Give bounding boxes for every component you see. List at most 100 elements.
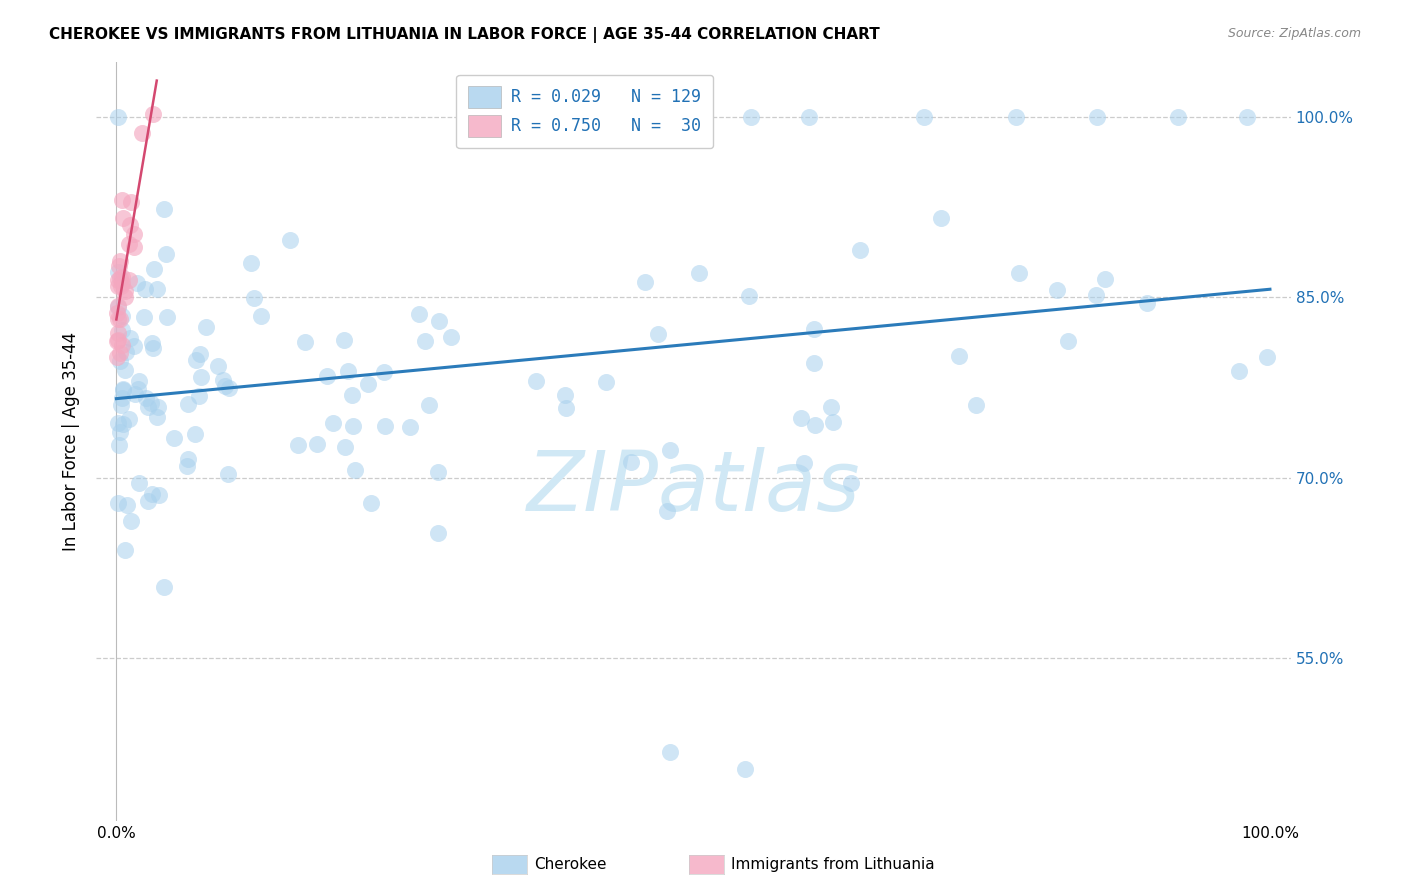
Point [217,467,239,481]
Point [107,333,129,347]
Point [332,333,354,347]
Point [1136,296,1159,310]
Point [427,313,450,327]
Point [734,762,756,776]
Point [524,374,547,388]
Point [156,310,179,324]
Point [107,496,129,510]
Point [118,412,141,426]
Point [688,266,710,280]
Point [849,243,872,257]
Point [1005,110,1028,124]
Point [1085,110,1108,124]
Point [195,319,218,334]
Point [418,398,440,412]
Point [115,498,138,512]
Point [107,273,129,287]
Point [155,247,177,261]
Point [120,194,142,209]
Point [111,337,134,351]
Point [803,322,825,336]
Point [153,580,176,594]
Legend: R = 0.029   N = 129, R = 0.750   N =  30: R = 0.029 N = 129, R = 0.750 N = 30 [457,75,713,148]
Point [1167,110,1189,124]
Point [146,409,169,424]
Point [111,194,134,208]
Point [440,330,463,344]
Point [1046,283,1069,297]
Point [948,349,970,363]
Point [134,282,156,296]
Point [112,417,135,432]
Point [183,427,205,442]
Point [658,442,681,457]
Point [138,494,160,508]
Point [374,419,396,434]
Point [1008,266,1031,280]
Point [107,299,129,313]
Point [426,466,449,480]
Text: Cherokee: Cherokee [534,857,607,871]
Point [373,365,395,379]
Point [107,110,129,124]
Point [107,265,129,279]
Point [1227,364,1250,378]
Point [105,351,128,365]
Point [115,344,138,359]
Text: Source: ZipAtlas.com: Source: ZipAtlas.com [1227,27,1361,40]
Point [105,334,128,348]
Point [620,454,643,468]
Point [184,353,207,368]
Point [118,331,141,345]
Point [108,271,131,285]
Point [153,202,176,217]
Point [413,334,436,348]
Point [176,397,198,411]
Point [823,415,845,429]
Point [738,288,761,302]
Point [188,346,211,360]
Point [1256,350,1278,364]
Point [240,256,263,270]
Point [132,310,155,324]
Point [250,309,273,323]
Point [118,272,141,286]
Point [127,382,149,396]
Point [124,339,146,353]
Point [287,437,309,451]
Point [111,383,134,397]
Point [128,374,150,388]
Point [110,254,132,268]
Point [107,278,129,293]
Point [114,542,136,557]
Point [1094,272,1116,286]
Point [108,259,131,273]
Point [634,275,657,289]
Point [105,306,128,320]
Point [146,282,169,296]
Point [207,359,229,374]
Point [797,110,820,124]
Text: CHEROKEE VS IMMIGRANTS FROM LITHUANIA IN LABOR FORCE | AGE 35-44 CORRELATION CHA: CHEROKEE VS IMMIGRANTS FROM LITHUANIA IN… [49,27,880,43]
Point [340,388,363,402]
Point [107,326,129,340]
Point [135,392,157,406]
Point [187,389,209,403]
Point [1057,334,1080,348]
Point [128,475,150,490]
Point [793,456,815,470]
Point [141,335,163,350]
Point [659,745,682,759]
Point [190,370,212,384]
Point [108,354,131,368]
Point [107,300,129,314]
Point [117,237,139,252]
Point [110,425,132,439]
Point [333,441,356,455]
Point [111,391,134,405]
Point [218,381,240,395]
Point [136,400,159,414]
Point [1085,287,1108,301]
Point [647,327,669,342]
Point [141,487,163,501]
